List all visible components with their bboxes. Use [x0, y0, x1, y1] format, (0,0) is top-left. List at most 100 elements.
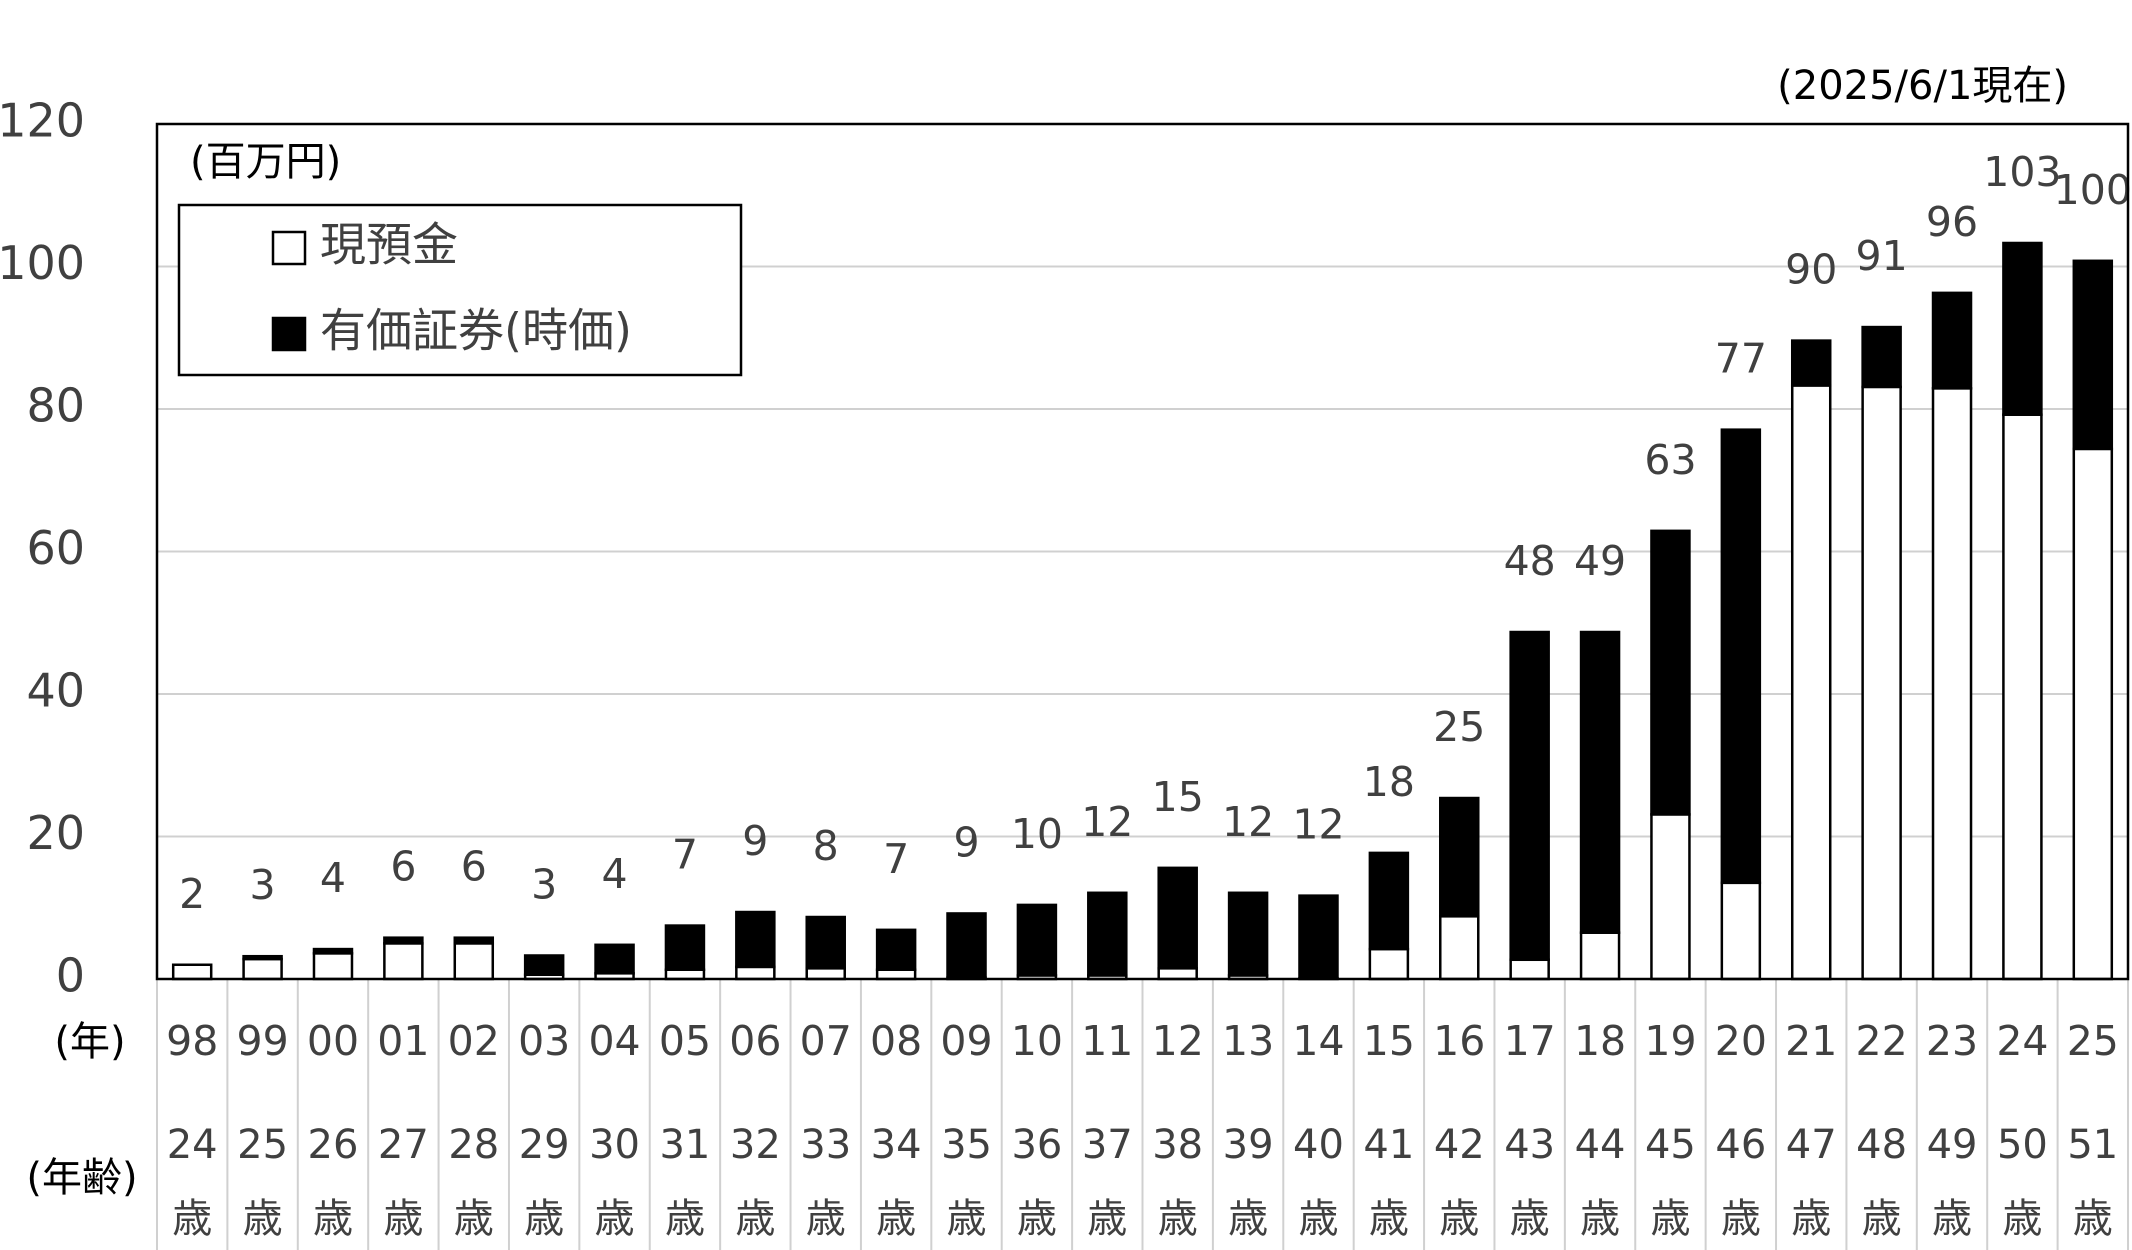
bar-segment [1509, 958, 1550, 981]
bar-segment [805, 967, 846, 981]
bar-segment [453, 936, 495, 945]
age-label: 37歳 [1081, 1122, 1133, 1242]
x-tick-label: 07 [800, 1017, 852, 1065]
x-tick-label: 17 [1504, 1017, 1556, 1065]
bar-segment [1790, 339, 1832, 387]
total-label: 4 [602, 850, 628, 898]
bar-segment [735, 910, 776, 969]
age-label: 35歳 [941, 1122, 992, 1242]
bar-segment [805, 915, 846, 970]
y-tick-label: 0 [56, 949, 85, 1003]
total-label: 3 [250, 861, 276, 909]
total-label: 48 [1504, 537, 1556, 585]
age-label: 42歳 [1433, 1122, 1485, 1242]
bar-segment [875, 928, 917, 971]
age-label: 24歳 [166, 1122, 218, 1242]
total-label: 63 [1644, 436, 1696, 484]
age-label: 36歳 [1011, 1122, 1063, 1242]
plot-frame [155, 122, 2130, 981]
total-label: 18 [1363, 758, 1415, 806]
age-label: 48歳 [1856, 1122, 1908, 1242]
age-label: 29歳 [518, 1122, 570, 1242]
x-tick-label: 16 [1433, 1017, 1485, 1065]
y-tick-label: 120 [0, 94, 85, 148]
x-tick-label: 24 [1996, 1017, 2048, 1065]
x-tick-label: 04 [588, 1017, 640, 1065]
y-tick-label: 20 [26, 806, 85, 860]
x-tick-label: 25 [2067, 1017, 2119, 1065]
bar-segment [2072, 259, 2114, 451]
bar-segment [383, 936, 424, 945]
bar-segment [242, 954, 283, 961]
x-tick-label: 18 [1574, 1017, 1626, 1065]
age-label: 49歳 [1926, 1122, 1978, 1242]
age-label: 39歳 [1222, 1122, 1274, 1242]
x-tick-label: 99 [237, 1017, 289, 1065]
y-tick-label: 60 [26, 521, 85, 575]
total-label: 6 [390, 843, 416, 891]
bar-segment [171, 963, 213, 981]
age-label: 51歳 [2067, 1122, 2119, 1242]
x-tick-label: 10 [1011, 1017, 1063, 1065]
age-label: 40歳 [1293, 1122, 1344, 1242]
x-tick-label: 13 [1222, 1017, 1274, 1065]
x-tick-label: 22 [1856, 1017, 1908, 1065]
bar-segment [1720, 881, 1762, 981]
x-tick-label: 14 [1292, 1017, 1344, 1065]
total-label: 49 [1574, 537, 1626, 585]
total-label: 7 [672, 831, 698, 879]
bar-segment [1157, 967, 1198, 981]
bar-segment [594, 943, 635, 975]
x-tick-label: 09 [940, 1017, 992, 1065]
total-label: 9 [953, 818, 979, 866]
x-tick-label: 12 [1152, 1017, 1204, 1065]
bar-segment [1579, 630, 1621, 934]
age-label: 33歳 [800, 1122, 852, 1242]
x-tick-label: 01 [377, 1017, 429, 1065]
bar-segment [1368, 851, 1410, 951]
bar-segment [453, 942, 495, 981]
y-tick-label: 80 [26, 379, 85, 433]
total-label: 3 [531, 860, 557, 908]
bar-segment [242, 957, 283, 981]
total-label: 9 [742, 817, 768, 865]
bar-segment [312, 947, 354, 955]
total-label: 12 [1081, 798, 1133, 846]
x-tick-label: 00 [307, 1017, 359, 1065]
total-label: 6 [461, 843, 487, 891]
x-tick-label: 19 [1644, 1017, 1696, 1065]
x-tick-label: 23 [1926, 1017, 1978, 1065]
bar-segment [1720, 428, 1762, 885]
age-label: 44歳 [1574, 1122, 1626, 1242]
total-label: 96 [1926, 198, 1978, 246]
bar-segment [1931, 387, 1973, 981]
bar-segment [1016, 903, 1058, 977]
bar-segment [1861, 325, 1902, 389]
total-label: 12 [1222, 798, 1274, 846]
legend-label: 現預金 [320, 218, 458, 272]
age-label: 31歳 [659, 1122, 711, 1242]
age-label: 45歳 [1644, 1122, 1696, 1242]
bar-segment [1439, 796, 1480, 918]
age-label: 26歳 [307, 1122, 359, 1242]
x-tick-label: 06 [729, 1017, 781, 1065]
total-label: 15 [1152, 773, 1204, 821]
x-tick-label: 08 [870, 1017, 922, 1065]
total-label: 25 [1433, 703, 1485, 751]
bar-segment [946, 912, 987, 979]
total-label: 7 [883, 835, 909, 883]
bar-segment [1579, 931, 1621, 981]
bar-segment [1861, 385, 1902, 981]
x-tick-label: 02 [448, 1017, 500, 1065]
total-label: 103 [1983, 148, 2061, 196]
y-tick-label: 40 [26, 664, 85, 718]
total-label: 8 [813, 822, 839, 870]
bar-segment [1298, 894, 1339, 980]
row-label: (年齢) [26, 1155, 137, 1201]
bar-segment [1650, 529, 1691, 816]
bar-segment [1931, 291, 1973, 390]
x-tick-label: 20 [1715, 1017, 1767, 1065]
bar-segment [664, 924, 706, 971]
x-tick-label: 15 [1363, 1017, 1415, 1065]
